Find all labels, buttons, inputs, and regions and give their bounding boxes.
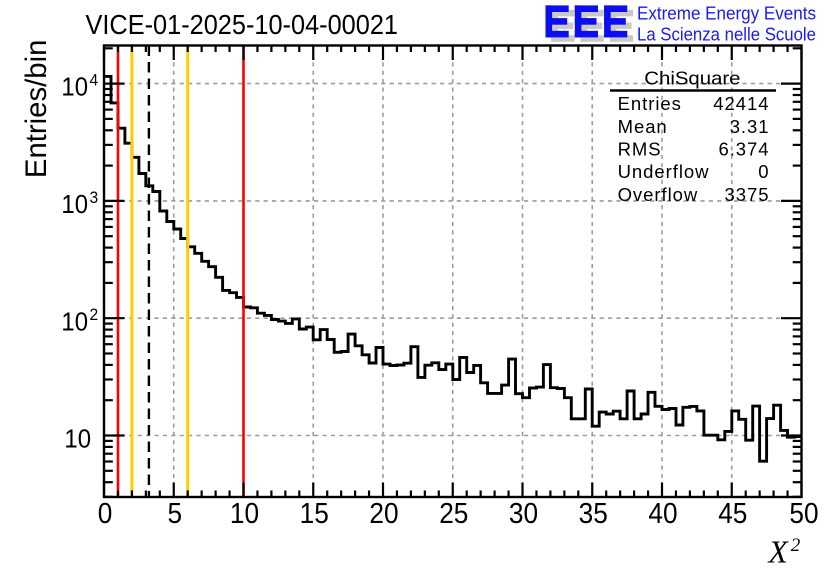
svg-text:10: 10 xyxy=(61,73,88,102)
svg-text:50: 50 xyxy=(789,497,818,529)
svg-text:Mean: Mean xyxy=(618,116,668,137)
svg-text:Entries/bin: Entries/bin xyxy=(20,40,53,179)
svg-text:15: 15 xyxy=(300,497,329,529)
svg-text:6.374: 6.374 xyxy=(718,138,769,159)
svg-text:10: 10 xyxy=(230,497,259,529)
svg-text:RMS: RMS xyxy=(618,138,662,159)
svg-text:2: 2 xyxy=(791,535,801,556)
svg-text:10: 10 xyxy=(61,190,88,219)
svg-text:10: 10 xyxy=(61,307,88,336)
svg-text:42414: 42414 xyxy=(713,93,769,114)
svg-text:X: X xyxy=(767,534,790,569)
svg-text:3375: 3375 xyxy=(725,184,770,205)
svg-text:3.31: 3.31 xyxy=(730,116,770,137)
svg-text:2: 2 xyxy=(90,306,99,325)
svg-text:10: 10 xyxy=(64,425,91,454)
svg-text:40: 40 xyxy=(648,497,677,529)
svg-text:35: 35 xyxy=(579,497,608,529)
svg-text:VICE-01-2025-10-04-00021: VICE-01-2025-10-04-00021 xyxy=(86,9,399,40)
svg-text:4: 4 xyxy=(90,71,99,90)
svg-text:Extreme Energy Events: Extreme Energy Events xyxy=(637,3,816,23)
svg-text:Overflow: Overflow xyxy=(618,184,699,205)
svg-text:25: 25 xyxy=(439,497,468,529)
svg-text:ChiSquare: ChiSquare xyxy=(644,67,740,88)
svg-text:3: 3 xyxy=(90,188,99,207)
svg-text:30: 30 xyxy=(509,497,538,529)
svg-text:20: 20 xyxy=(369,497,398,529)
svg-text:0: 0 xyxy=(758,161,769,182)
svg-text:5: 5 xyxy=(168,497,183,529)
svg-text:Underflow: Underflow xyxy=(618,161,710,182)
svg-text:45: 45 xyxy=(718,497,747,529)
svg-text:0: 0 xyxy=(98,497,113,529)
svg-text:Entries: Entries xyxy=(618,93,682,114)
svg-text:La Scienza nelle Scuole: La Scienza nelle Scuole xyxy=(637,25,816,45)
